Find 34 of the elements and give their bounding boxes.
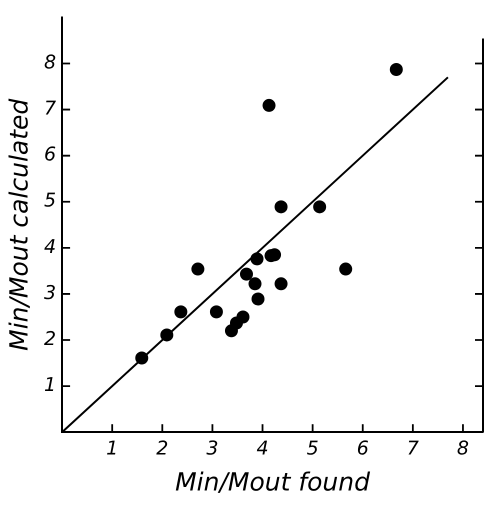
point bbox=[248, 277, 262, 290]
point bbox=[191, 262, 204, 276]
point bbox=[313, 200, 326, 214]
x-tick-label: 6 bbox=[356, 438, 369, 460]
point bbox=[390, 62, 403, 76]
x-tick-label: 8 bbox=[456, 438, 470, 460]
y-tick-label: 1 bbox=[44, 374, 56, 396]
y-tick-label: 5 bbox=[44, 190, 56, 212]
point bbox=[210, 305, 223, 318]
point bbox=[135, 351, 148, 364]
x-tick-label: 5 bbox=[306, 438, 319, 460]
point bbox=[252, 292, 265, 306]
x-tick-label: 2 bbox=[156, 438, 168, 460]
x-tick-label: 1 bbox=[106, 438, 118, 460]
x-axis-title: Min/Mout found bbox=[175, 468, 370, 496]
point bbox=[250, 252, 264, 266]
x-tick-label: 7 bbox=[406, 438, 419, 460]
point bbox=[339, 262, 352, 276]
y-tick-label: 6 bbox=[44, 144, 56, 166]
point bbox=[274, 277, 288, 290]
point bbox=[262, 98, 276, 112]
y-tick-label: 3 bbox=[44, 282, 56, 304]
y-axis-title: Min/Mout calculated bbox=[4, 98, 34, 351]
y-tick-label: 4 bbox=[44, 236, 56, 258]
x-tick-label: 4 bbox=[256, 438, 269, 460]
point bbox=[236, 310, 250, 324]
y-tick-label: 7 bbox=[44, 98, 56, 120]
y-tick-label: 8 bbox=[44, 51, 56, 74]
point bbox=[160, 328, 174, 342]
point bbox=[240, 268, 253, 281]
point bbox=[174, 305, 188, 318]
y-tick-label: 2 bbox=[44, 328, 56, 350]
point bbox=[274, 200, 288, 214]
x-tick-label: 3 bbox=[206, 438, 218, 460]
